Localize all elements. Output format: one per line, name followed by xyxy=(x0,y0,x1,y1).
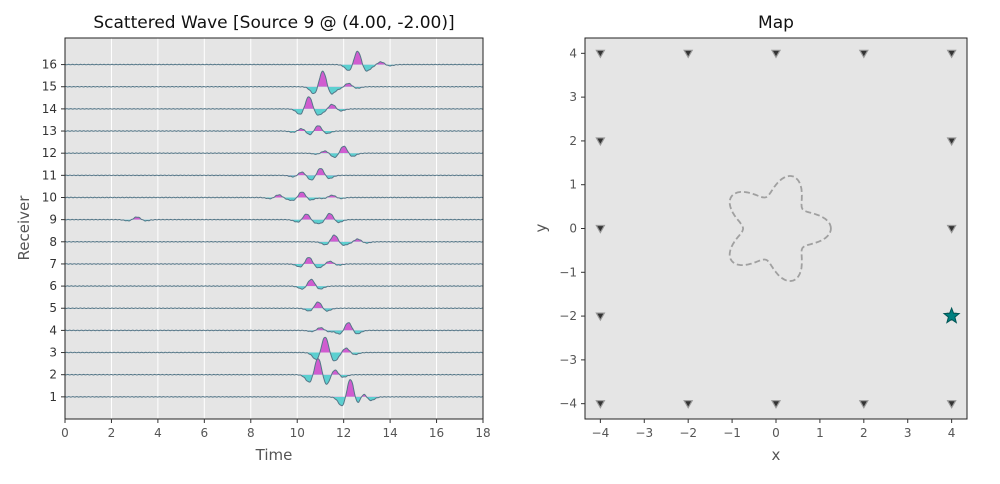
traces-x-tick-label: 4 xyxy=(154,426,162,440)
map-y-label: y xyxy=(532,223,550,232)
traces-x-tick-label: 2 xyxy=(108,426,116,440)
receiver-marker xyxy=(858,49,869,59)
traces-x-tick-label: 14 xyxy=(382,426,397,440)
traces-y-tick-label: 7 xyxy=(49,257,57,271)
map-y-tick-label: −4 xyxy=(559,397,577,411)
map-x-tick-label: 3 xyxy=(904,426,912,440)
map-y-tick-label: 3 xyxy=(569,90,577,104)
trace-line-receiver-8 xyxy=(64,234,484,246)
map-y-tick-label: −3 xyxy=(559,353,577,367)
traces-y-label: Receiver xyxy=(15,195,33,261)
traces-x-tick-label: 10 xyxy=(290,426,305,440)
traces-plot-area xyxy=(65,38,483,419)
traces-x-tick-label: 8 xyxy=(247,426,255,440)
receiver-marker xyxy=(595,400,606,409)
map-y-tick-label: 0 xyxy=(569,222,577,236)
trace-line-receiver-3 xyxy=(64,336,483,362)
map-x-tick-label: 0 xyxy=(772,426,780,440)
trace-line-receiver-6 xyxy=(64,278,484,290)
receiver-marker xyxy=(946,400,957,409)
traces-y-tick-label: 14 xyxy=(42,102,57,116)
traces-group xyxy=(64,50,484,407)
traces-y-tick-label: 12 xyxy=(42,146,57,160)
map-y-ticks: −4 −3 −2 −1 0 1 2 3 4 xyxy=(559,46,585,411)
trace-line-receiver-10 xyxy=(65,191,484,202)
map-x-tick-label: 4 xyxy=(948,426,956,440)
trace-line-receiver-2 xyxy=(64,358,484,385)
traces-y-tick-label: 2 xyxy=(49,368,57,382)
map-x-tick-label: −2 xyxy=(679,426,697,440)
map-x-tick-label: −4 xyxy=(592,426,610,440)
trace-line-receiver-16 xyxy=(64,50,483,72)
map-x-ticks: −4 −3 −2 −1 0 1 2 3 4 xyxy=(592,419,956,440)
receiver-marker xyxy=(595,312,606,322)
map-y-tick-label: 1 xyxy=(569,178,577,192)
trace-line-receiver-13 xyxy=(64,125,484,136)
map-x-tick-label: 1 xyxy=(816,426,824,440)
trace-line-receiver-5 xyxy=(64,301,483,312)
map-x-tick-label: −1 xyxy=(723,426,741,440)
traces-frame xyxy=(64,37,484,420)
receiver-marker xyxy=(946,224,957,234)
scatterer-outline xyxy=(728,175,832,282)
traces-y-tick-label: 13 xyxy=(42,124,57,138)
map-y-tick-label: −1 xyxy=(559,265,577,279)
traces-title: Scattered Wave [Source 9 @ (4.00, -2.00)… xyxy=(93,13,454,33)
map-y-tick-label: 2 xyxy=(569,134,577,148)
traces-y-tick-label: 6 xyxy=(49,279,57,293)
map-panel: −4 −3 −2 −1 0 1 2 3 4 −4 −3 −2 −1 0 1 2 3 4 Map x y xyxy=(532,13,968,464)
receiver-marker xyxy=(595,49,606,59)
receiver-marker xyxy=(683,49,694,59)
traces-x-tick-label: 6 xyxy=(201,426,209,440)
traces-x-ticks: 0 2 4 6 8 10 12 14 16 18 xyxy=(61,419,491,440)
receiver-marker xyxy=(683,400,694,409)
traces-y-tick-label: 8 xyxy=(49,235,57,249)
traces-y-tick-label: 4 xyxy=(49,323,57,337)
receiver-marker xyxy=(946,49,957,59)
trace-line-receiver-11 xyxy=(64,168,484,181)
traces-y-tick-label: 5 xyxy=(49,301,57,315)
traces-y-tick-label: 1 xyxy=(49,390,57,404)
map-y-tick-label: 4 xyxy=(569,46,577,60)
trace-line-receiver-9 xyxy=(64,212,484,225)
traces-x-tick-label: 0 xyxy=(61,426,69,440)
receiver-marker xyxy=(770,49,782,59)
traces-grid xyxy=(110,38,438,419)
traces-y-tick-label: 16 xyxy=(42,58,57,72)
map-x-tick-label: −3 xyxy=(635,426,653,440)
traces-x-tick-label: 12 xyxy=(336,426,351,440)
map-x-label: x xyxy=(772,446,781,464)
trace-line-receiver-12 xyxy=(64,145,484,159)
source-marker xyxy=(942,306,961,324)
traces-y-tick-label: 10 xyxy=(42,190,57,204)
traces-x-tick-label: 18 xyxy=(475,426,490,440)
traces-x-label: Time xyxy=(255,446,293,464)
receiver-marker xyxy=(595,224,606,234)
trace-line-receiver-7 xyxy=(64,257,484,269)
traces-y-tick-label: 9 xyxy=(49,213,57,227)
trace-line-receiver-4 xyxy=(64,322,484,335)
map-plot-area xyxy=(585,38,967,419)
traces-y-tick-label: 3 xyxy=(49,346,57,360)
map-title: Map xyxy=(758,13,794,33)
traces-panel: 0 2 4 6 8 10 12 14 16 18 12345678910111213141516 … xyxy=(15,13,491,464)
trace-line-receiver-15 xyxy=(64,70,484,95)
receiver-marker xyxy=(946,137,957,147)
trace-line-receiver-14 xyxy=(64,96,483,116)
receiver-marker xyxy=(595,137,606,147)
trace-line-receiver-1 xyxy=(64,379,484,407)
map-y-tick-label: −2 xyxy=(559,309,577,323)
traces-y-tick-label: 11 xyxy=(42,168,57,182)
map-x-tick-label: 2 xyxy=(860,426,868,440)
traces-y-tick-label: 15 xyxy=(42,80,57,94)
receiver-marker xyxy=(770,400,782,409)
traces-x-tick-label: 16 xyxy=(429,426,444,440)
receiver-marker xyxy=(858,400,869,409)
